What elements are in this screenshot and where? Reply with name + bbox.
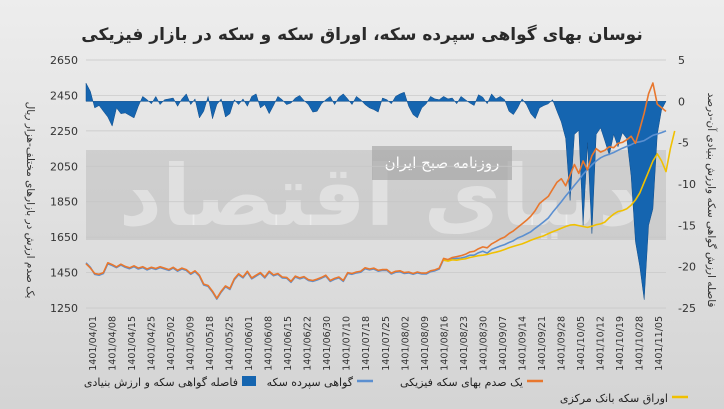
- y-right-tick-label: -10: [678, 178, 696, 191]
- legend-swatch: [242, 376, 256, 386]
- x-tick-label: 1401/04/15: [127, 316, 138, 371]
- watermark-sub: روزنامه صبح ایران: [385, 154, 500, 172]
- x-tick-label: 1401/05/09: [186, 316, 197, 371]
- x-tick-label: 1401/11/05: [654, 316, 665, 371]
- x-tick-label: 1401/08/02: [400, 316, 411, 371]
- x-tick-label: 1401/09/28: [556, 316, 567, 371]
- x-tick-label: 1401/05/02: [166, 316, 177, 371]
- x-tick-label: 1401/04/01: [88, 316, 99, 371]
- x-tick-label: 1401/06/30: [322, 316, 333, 371]
- y-left-tick-label: 1650: [50, 231, 78, 244]
- y-left-tick-label: 1450: [50, 267, 78, 280]
- y-right-tick-label: 5: [678, 54, 685, 67]
- y-left-tick-label: 2450: [50, 89, 78, 102]
- y-left-tick-label: 2050: [50, 160, 78, 173]
- x-tick-label: 1401/06/15: [283, 316, 294, 371]
- line-series: [85, 82, 676, 300]
- x-tick-label: 1401/08/30: [478, 316, 489, 371]
- x-tick-label: 1401/04/25: [147, 316, 158, 371]
- watermark-sub-box: [372, 146, 512, 180]
- y-axis-right-ticks: 5 0 -5 -10 -15 -20 -25: [678, 54, 696, 315]
- x-tick-label: 1401/07/25: [381, 316, 392, 371]
- y-right-tick-label: -15: [678, 219, 696, 232]
- y-axis-right-label: فاصله ارزش گواهی سکه وارزش بنیادی آن-درص…: [705, 93, 718, 308]
- legend-label: فاصله گواهی سکه و ارزش بنیادی: [84, 376, 238, 389]
- x-tick-label: 1401/07/18: [361, 316, 372, 371]
- x-tick-label: 1401/09/14: [517, 316, 528, 371]
- x-tick-label: 1401/08/09: [420, 316, 431, 371]
- y-right-tick-label: -25: [678, 302, 696, 315]
- y-axis-left-ticks: 2650 2450 2250 2050 1850 1650 1450 1250: [50, 54, 78, 315]
- x-tick-label: 1401/04/08: [108, 316, 119, 371]
- x-tick-label: 1401/10/19: [615, 316, 626, 371]
- y-left-tick-label: 2250: [50, 125, 78, 138]
- x-tick-label: 1401/06/08: [264, 316, 275, 371]
- gap-area-series: [85, 82, 667, 300]
- chart-title: نوسان بهای گواهی سپرده سکه، اوراق سکه و …: [81, 24, 642, 45]
- x-tick-label: 1401/09/21: [537, 316, 548, 371]
- y-right-tick-label: 0: [678, 95, 685, 108]
- x-tick-label: 1401/06/22: [303, 316, 314, 371]
- x-tick-label: 1401/10/05: [576, 316, 587, 371]
- x-tick-label: 1401/06/01: [244, 316, 255, 371]
- x-axis-ticks: 1401/04/01 1401/04/08 1401/04/15 1401/04/25…: [88, 316, 665, 371]
- legend-label: یک صدم بهای سکه فیزیکی: [400, 376, 523, 389]
- legend-label: گواهی سپرده سکه: [267, 376, 354, 389]
- y-right-tick-label: -20: [678, 261, 696, 274]
- x-tick-label: 1401/05/25: [225, 316, 236, 371]
- y-right-tick-label: -5: [678, 137, 689, 150]
- certificate-line: [85, 130, 667, 300]
- x-tick-label: 1401/07/10: [342, 316, 353, 371]
- physical-coin-line: [85, 82, 667, 300]
- legend-label: اوراق سکه بانک مرکزی: [560, 392, 668, 405]
- x-tick-label: 1401/10/28: [635, 316, 646, 371]
- y-left-tick-label: 2650: [50, 54, 78, 67]
- gap-area: [85, 82, 667, 300]
- x-tick-label: 1401/08/16: [439, 316, 450, 371]
- y-left-tick-label: 1250: [50, 302, 78, 315]
- x-tick-label: 1401/09/07: [498, 316, 509, 371]
- x-tick-label: 1401/10/12: [595, 316, 606, 371]
- x-tick-label: 1401/05/18: [205, 316, 216, 371]
- legend: فاصله گواهی سکه و ارزش بنیادی گواهی سپرده…: [84, 376, 688, 405]
- x-tick-label: 1401/08/23: [459, 316, 470, 371]
- y-left-tick-label: 1850: [50, 196, 78, 209]
- y-axis-left-label: یک صدم ارزش در بازارهای مختلف-هزار ریال: [24, 102, 36, 299]
- central-bank-bond-line: [443, 130, 676, 262]
